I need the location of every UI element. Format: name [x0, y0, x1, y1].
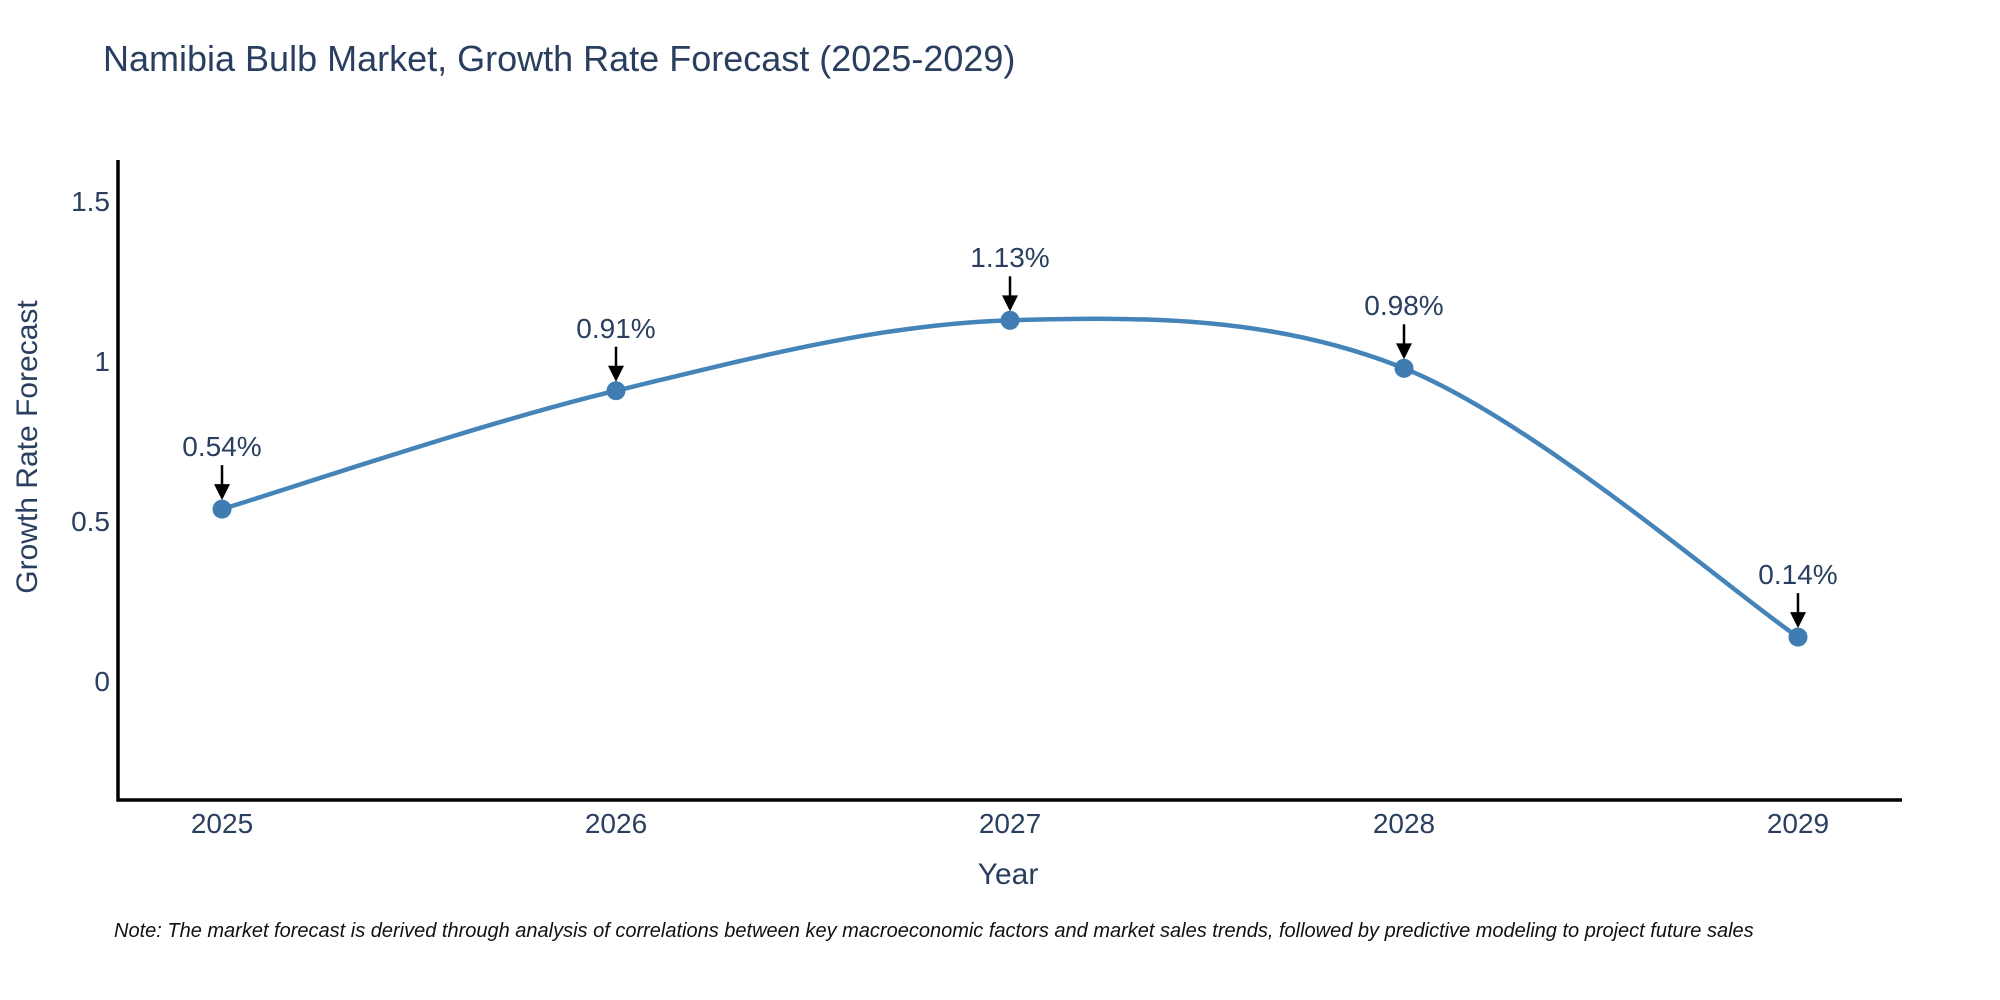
axis-spines: [116, 160, 1902, 802]
annotation-arrowhead: [214, 484, 231, 501]
forecast-line: [219, 316, 1801, 640]
data-point: [212, 499, 232, 519]
y-tick-label: 1: [94, 345, 110, 377]
data-point: [1788, 627, 1808, 647]
annotation-arrowhead: [1002, 295, 1018, 312]
y-tick-label: 0: [94, 665, 110, 697]
annotation-arrowhead: [1395, 343, 1412, 360]
y-axis-title: Growth Rate Forecast: [11, 300, 44, 594]
point-annotation: 0.54%: [182, 431, 262, 463]
annotation-arrowhead: [608, 365, 625, 382]
chart-title: Namibia Bulb Market, Growth Rate Forecas…: [103, 38, 1016, 79]
annotation-arrowhead: [1789, 612, 1806, 629]
x-tick-label: 2029: [1766, 808, 1830, 839]
x-tick-label: 2026: [584, 808, 648, 839]
x-axis-title: Year: [977, 858, 1039, 891]
x-tick-label: 2025: [190, 808, 254, 839]
point-annotation: 0.91%: [576, 312, 656, 344]
data-point: [1394, 358, 1414, 378]
point-annotation: 1.13%: [970, 242, 1050, 274]
point-annotation: 0.98%: [1364, 290, 1444, 322]
y-tick-label: 0.5: [71, 505, 110, 537]
x-tick-label: 2027: [978, 808, 1042, 839]
footnote: Note: The market forecast is derived thr…: [114, 920, 1754, 942]
point-annotation: 0.14%: [1758, 559, 1838, 591]
data-point: [1000, 310, 1020, 330]
x-tick-label: 2028: [1372, 808, 1436, 839]
y-tick-label: 1.5: [71, 185, 110, 217]
data-point: [606, 381, 626, 401]
